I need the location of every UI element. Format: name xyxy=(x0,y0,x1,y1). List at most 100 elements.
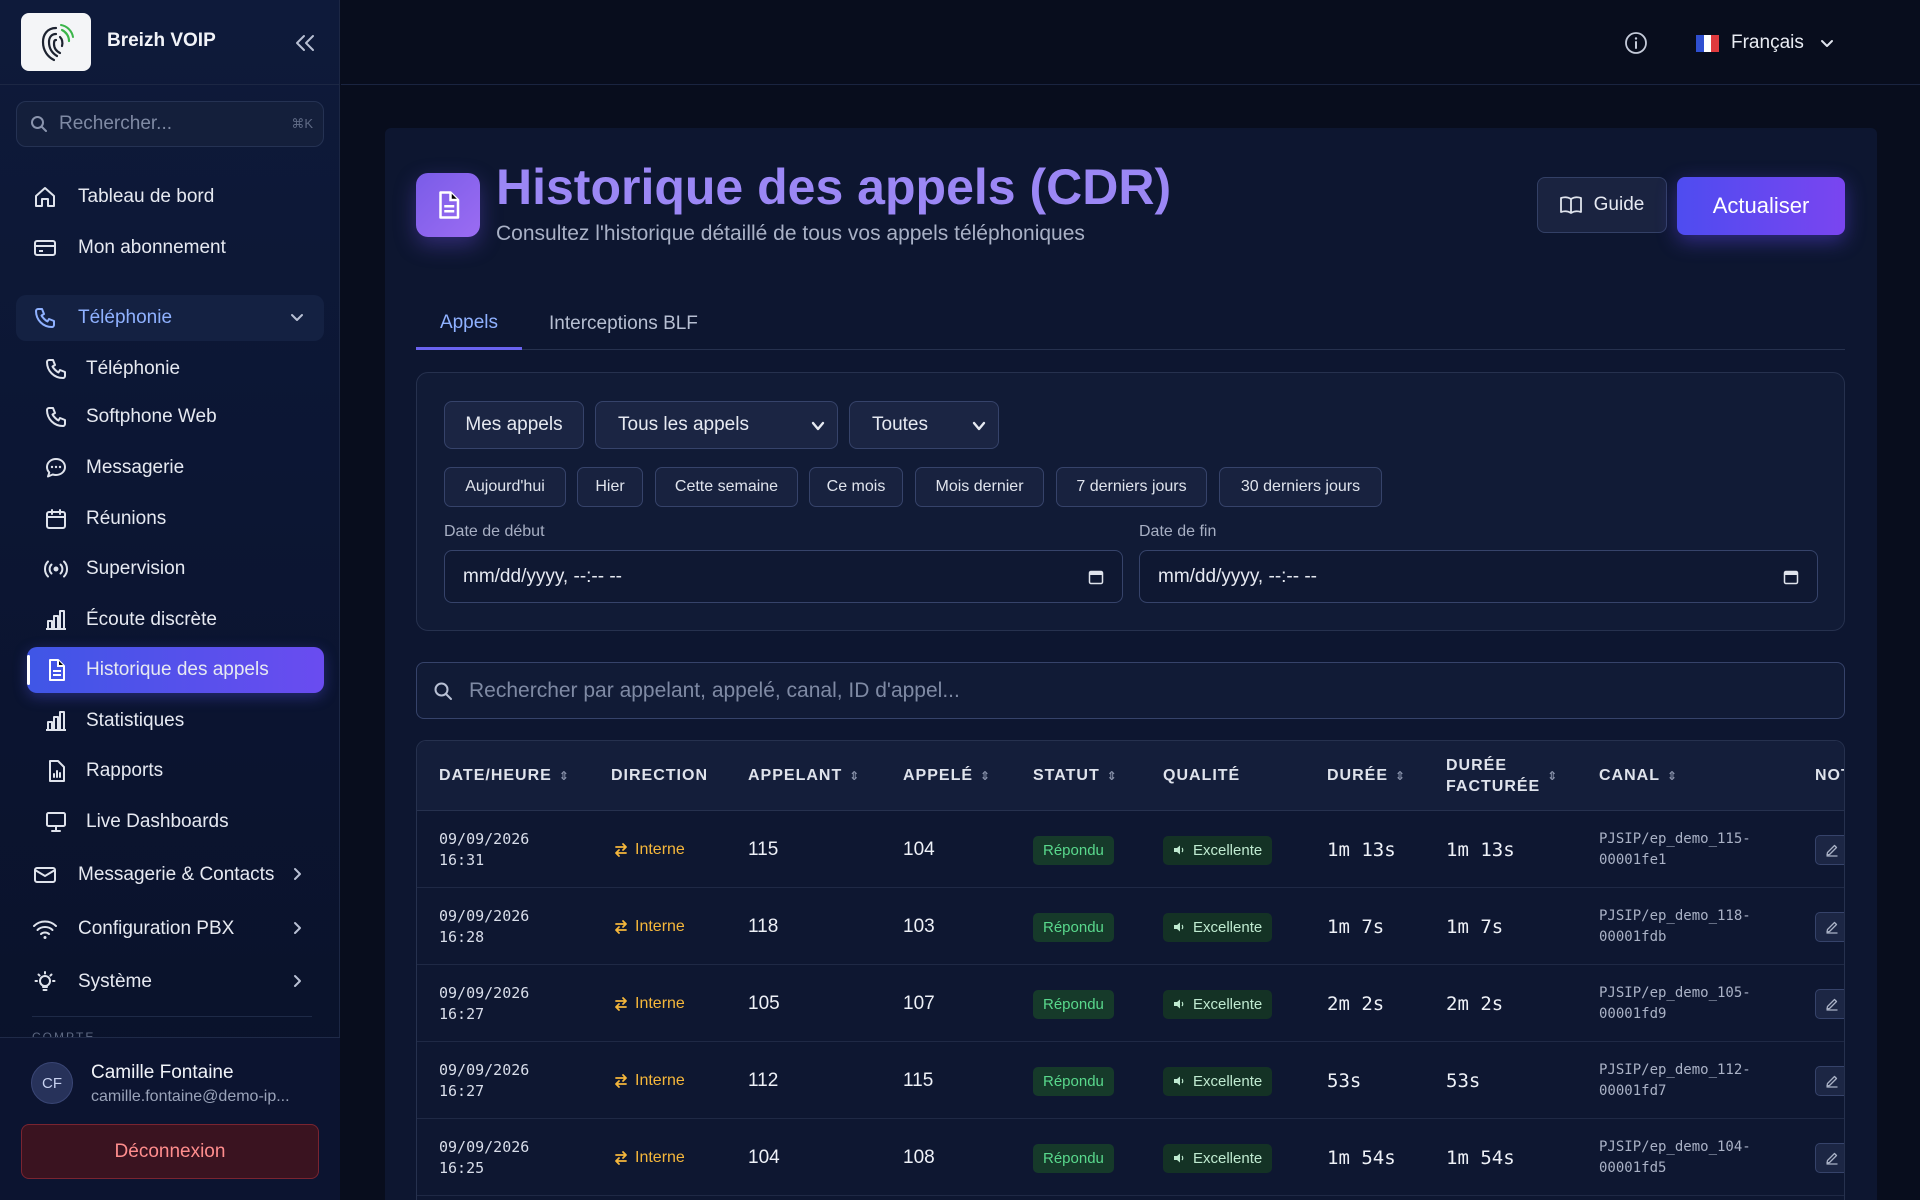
cell-duration: 53s xyxy=(1327,1070,1362,1092)
status-select[interactable]: Toutes xyxy=(849,401,999,449)
sidebar-group-telephonie[interactable]: Téléphonie xyxy=(16,295,324,341)
sidebar-item-supervision[interactable]: Supervision xyxy=(27,546,324,592)
edit-note-button[interactable] xyxy=(1815,912,1844,942)
range-last-month-button[interactable]: Mois dernier xyxy=(915,467,1044,507)
edit-note-button[interactable] xyxy=(1815,1143,1844,1173)
cell-caller: 112 xyxy=(748,1070,779,1091)
cell-date: 09/09/2026 xyxy=(439,830,530,848)
sidebar-item-ecoute[interactable]: Écoute discrète xyxy=(27,597,324,643)
page-title: Historique des appels (CDR) xyxy=(496,159,1172,215)
sidebar-item-messagerie[interactable]: Messagerie xyxy=(27,445,324,491)
avatar[interactable]: CF xyxy=(31,1062,73,1104)
my-calls-button[interactable]: Mes appels xyxy=(444,401,584,449)
edit-note-button[interactable] xyxy=(1815,835,1844,865)
col-label: DIRECTION xyxy=(611,767,708,784)
sidebar-item-statistiques[interactable]: Statistiques xyxy=(27,698,324,744)
credit-card-icon xyxy=(32,235,58,261)
sidebar-item-dashboard[interactable]: Tableau de bord xyxy=(16,174,324,220)
sidebar-group-systeme[interactable]: Système xyxy=(16,959,324,1005)
calendar-icon[interactable] xyxy=(1783,569,1799,585)
cell-billed-duration: 1m 7s xyxy=(1446,916,1504,938)
start-date-input[interactable]: mm/dd/yyyy, --:-- -- xyxy=(444,550,1123,603)
end-date-label: Date de fin xyxy=(1139,523,1217,540)
sidebar-item-softphone[interactable]: Softphone Web xyxy=(27,394,324,440)
cell-time: 16:28 xyxy=(439,928,485,946)
cell-direction: Interne xyxy=(613,1120,685,1196)
collapse-sidebar-button[interactable] xyxy=(290,28,320,58)
cell-callee: 108 xyxy=(903,1147,935,1168)
edit-note-button[interactable] xyxy=(1815,1066,1844,1096)
range-this-month-button[interactable]: Ce mois xyxy=(809,467,903,507)
speaker-icon xyxy=(1174,922,1184,932)
cell-channel: PJSIP/ep_demo_115- 00001fe1 xyxy=(1599,812,1789,888)
phone-icon xyxy=(43,356,69,382)
col-duree-facturee[interactable]: DURÉE FACTURÉE ⇕ xyxy=(1446,741,1558,811)
calendar-icon[interactable] xyxy=(1088,569,1104,585)
channel-line: 00001fd9 xyxy=(1599,1006,1667,1022)
range-yesterday-button[interactable]: Hier xyxy=(577,467,643,507)
table-row[interactable]: 09/09/2026 16:27 Interne 105 107 Répondu … xyxy=(417,966,1844,1042)
sidebar-item-historique[interactable]: Historique des appels xyxy=(27,647,324,693)
cell-duration: 2m 2s xyxy=(1327,993,1385,1015)
status-badge: Répondu xyxy=(1033,1066,1114,1096)
sidebar-group-label: Configuration PBX xyxy=(78,918,235,939)
user-name: Camille Fontaine xyxy=(91,1062,234,1083)
cell-time: 16:27 xyxy=(439,1082,485,1100)
range-today-button[interactable]: Aujourd'hui xyxy=(444,467,566,507)
table-row[interactable]: 09/09/2026 16:28 Interne 118 103 Répondu … xyxy=(417,889,1844,965)
table-row[interactable]: 09/09/2026 16:25 Interne 104 108 Répondu … xyxy=(417,1120,1844,1196)
speaker-icon xyxy=(1174,1153,1184,1163)
table-row[interactable]: 09/09/2026 16:31 Interne 115 104 Répondu … xyxy=(417,812,1844,888)
col-appele[interactable]: APPELÉ ⇕ xyxy=(903,741,991,811)
search-icon xyxy=(433,681,453,701)
cell-date: 09/09/2026 xyxy=(439,984,530,1002)
sidebar-item-label: Historique des appels xyxy=(86,659,269,680)
sidebar-item-label: Messagerie xyxy=(86,457,185,478)
chevron-right-icon xyxy=(288,919,306,937)
edit-icon xyxy=(1826,1152,1838,1165)
sidebar-divider xyxy=(32,1016,312,1017)
sidebar-group-messagerie-contacts[interactable]: Messagerie & Contacts xyxy=(16,852,324,898)
refresh-button[interactable]: Actualiser xyxy=(1677,177,1845,235)
range-30-days-button[interactable]: 30 derniers jours xyxy=(1219,467,1382,507)
calls-search-input[interactable] xyxy=(469,675,1819,707)
sidebar-group-label: Téléphonie xyxy=(78,307,173,328)
range-7-days-button[interactable]: 7 derniers jours xyxy=(1056,467,1207,507)
sidebar-item-reunions[interactable]: Réunions xyxy=(27,496,324,542)
end-date-input[interactable]: mm/dd/yyyy, --:-- -- xyxy=(1139,550,1818,603)
range-this-week-button[interactable]: Cette semaine xyxy=(655,467,798,507)
sidebar-item-telephonie[interactable]: Téléphonie xyxy=(27,346,324,392)
sort-icon: ⇕ xyxy=(980,769,992,783)
col-canal[interactable]: CANAL ⇕ xyxy=(1599,741,1678,811)
cell-quality: Excellente xyxy=(1163,1043,1273,1119)
cell-billed-duration: 53s xyxy=(1446,1070,1481,1092)
sidebar-group-configuration-pbx[interactable]: Configuration PBX xyxy=(16,906,324,952)
edit-note-button[interactable] xyxy=(1815,989,1844,1019)
tab-interceptions-blf[interactable]: Interceptions BLF xyxy=(549,313,698,334)
logout-button[interactable]: Déconnexion xyxy=(21,1124,319,1179)
col-appelant[interactable]: APPELANT ⇕ xyxy=(748,741,860,811)
cell-date: 09/09/2026 xyxy=(439,1138,530,1156)
tab-appels[interactable]: Appels xyxy=(416,298,522,350)
brand-logo[interactable] xyxy=(21,13,91,71)
col-date-heure[interactable]: DATE/HEURE ⇕ xyxy=(439,741,570,811)
sidebar-item-subscription[interactable]: Mon abonnement xyxy=(16,225,324,271)
info-button[interactable] xyxy=(1621,28,1651,58)
table-row[interactable]: 09/09/2026 16:27 Interne 112 115 Répondu … xyxy=(417,1043,1844,1119)
lightbulb-icon xyxy=(32,969,58,995)
sort-icon: ⇕ xyxy=(1106,769,1118,783)
guide-button[interactable]: Guide xyxy=(1537,177,1667,233)
language-selector[interactable]: Français xyxy=(1696,28,1836,58)
sidebar-item-rapports[interactable]: Rapports xyxy=(27,748,324,794)
sidebar-item-live-dashboards[interactable]: Live Dashboards xyxy=(27,799,324,845)
page-subtitle: Consultez l'historique détaillé de tous … xyxy=(496,222,1085,245)
cell-direction: Interne xyxy=(613,889,685,965)
call-type-select[interactable]: Tous les appels xyxy=(595,401,838,449)
brand-header: Breizh VOIP xyxy=(0,0,340,85)
cell-status: Répondu xyxy=(1033,1120,1114,1196)
channel-line: 00001fdb xyxy=(1599,929,1667,945)
sidebar-item-label: Réunions xyxy=(86,508,167,529)
col-statut[interactable]: STATUT ⇕ xyxy=(1033,741,1118,811)
sidebar-search-input[interactable] xyxy=(59,110,279,138)
col-duree[interactable]: DURÉE ⇕ xyxy=(1327,741,1406,811)
